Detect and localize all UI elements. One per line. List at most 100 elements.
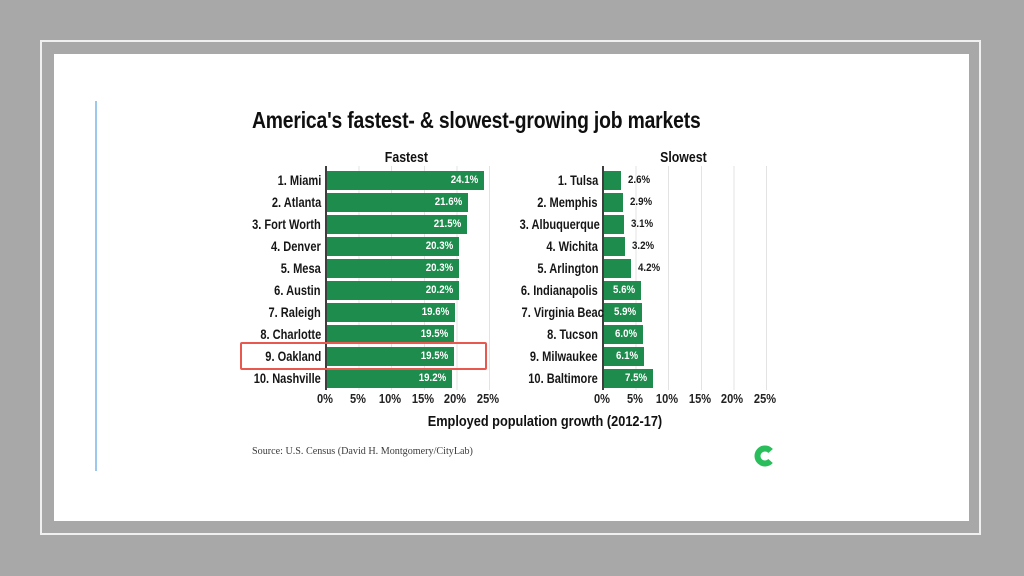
bar-row: 1. Tulsa 2.6% <box>502 170 765 192</box>
value-label: 21.6% <box>434 196 462 208</box>
fastest-x-axis-ticks: 0% 5% 10% 15% 20% 25% <box>317 390 499 408</box>
category-label: 10. Nashville <box>253 371 321 386</box>
value-label: 19.5% <box>420 328 448 340</box>
bar-row: 9. Milwaukee 6.1% <box>502 346 765 368</box>
value-label: 20.3% <box>425 240 453 252</box>
bar <box>604 237 625 256</box>
bar-track: 24.1% <box>325 170 488 192</box>
value-label: 5.6% <box>612 284 635 296</box>
bar-track: 20.3% <box>325 236 488 258</box>
bar: 5.6% <box>604 281 641 300</box>
x-axis-tick-label: 0% <box>594 391 610 406</box>
category-label: 5. Mesa <box>280 261 321 276</box>
bar-row: 10. Baltimore 7.5% <box>502 368 765 390</box>
value-label: 19.2% <box>418 372 446 384</box>
slide-frame-outline <box>40 40 981 535</box>
bar: 19.2% <box>327 369 452 388</box>
panel-header-slowest: Slowest <box>660 150 707 166</box>
value-label: 7.5% <box>624 372 647 384</box>
bar-track: 19.5% <box>325 324 488 346</box>
bar-row: 1. Miami 24.1% <box>237 170 488 192</box>
bar-row: 7. Raleigh 19.6% <box>237 302 488 324</box>
bar-row: 2. Atlanta 21.6% <box>237 192 488 214</box>
bar-row: 4. Wichita 3.2% <box>502 236 765 258</box>
value-label: 24.1% <box>450 174 478 186</box>
x-axis-tick-label: 5% <box>626 391 643 406</box>
category-label: 1. Tulsa <box>557 173 598 188</box>
bar-track: 6.0% <box>602 324 765 346</box>
bar-row: 8. Charlotte 19.5% <box>237 324 488 346</box>
category-label: 7. Raleigh <box>268 305 321 320</box>
value-label: 3.2% <box>632 240 655 252</box>
bar-track: 3.1% <box>602 214 765 236</box>
bar: 20.3% <box>327 237 459 256</box>
bar-row: 4. Denver 20.3% <box>237 236 488 258</box>
x-axis-tick-label: 15% <box>411 391 434 406</box>
bar-track: 4.2% <box>602 258 765 280</box>
x-axis-title: Employed population growth (2012-17) <box>427 413 663 430</box>
bar-track: 20.3% <box>325 258 488 280</box>
bar-track: 19.5% <box>325 346 488 368</box>
x-axis-tick-label: 0% <box>317 391 333 406</box>
category-label: 8. Charlotte <box>260 327 321 342</box>
value-label: 2.6% <box>628 174 651 186</box>
value-label: 2.9% <box>630 196 653 208</box>
category-label: 9. Oakland <box>265 349 321 364</box>
bar: 19.5% <box>327 325 454 344</box>
bar-row: 3. Fort Worth 21.5% <box>237 214 488 236</box>
bar-track: 3.2% <box>602 236 765 258</box>
bar <box>604 215 624 234</box>
value-label: 19.5% <box>420 350 448 362</box>
slide: America's fastest- & slowest-growing job… <box>54 54 969 521</box>
category-label: 9. Milwaukee <box>530 349 598 364</box>
x-axis-tick-label: 10% <box>379 391 402 406</box>
x-axis-tick-label: 20% <box>721 391 744 406</box>
bar-row: 10. Nashville 19.2% <box>237 368 488 390</box>
category-label: 3. Albuquerque <box>519 217 600 232</box>
category-label: 6. Indianapolis <box>521 283 598 298</box>
bar-row: 5. Arlington 4.2% <box>502 258 765 280</box>
bar-track: 2.6% <box>602 170 765 192</box>
category-label: 8. Tucson <box>547 327 598 342</box>
bar-track: 21.5% <box>325 214 488 236</box>
x-axis-tick-label: 25% <box>476 391 500 406</box>
x-axis-tick-label: 20% <box>444 391 467 406</box>
bar-track: 6.1% <box>602 346 765 368</box>
bar-row: 8. Tucson 6.0% <box>502 324 765 346</box>
bar-row: 7. Virginia Beach 5.9% <box>502 302 765 324</box>
highlight-box-oakland <box>240 342 487 370</box>
category-label: 4. Denver <box>271 239 321 254</box>
value-label: 4.2% <box>638 262 661 274</box>
chart-title-text: America's fastest- & slowest-growing job… <box>252 107 701 133</box>
slowest-bar-rows: 1. Tulsa 2.6% 2. Memphis 2.9% 3. Albuquerque… <box>502 170 765 390</box>
category-label: 4. Wichita <box>546 239 598 254</box>
value-label: 6.0% <box>614 328 637 340</box>
x-axis-tick-label: 25% <box>753 391 777 406</box>
bar: 5.9% <box>604 303 642 322</box>
category-label: 2. Memphis <box>537 195 598 210</box>
bar-row: 3. Albuquerque 3.1% <box>502 214 765 236</box>
citylab-logo-icon <box>754 445 776 467</box>
bar-row: 9. Oakland 19.5% <box>237 346 488 368</box>
bar-track: 21.6% <box>325 192 488 214</box>
bar-track: 2.9% <box>602 192 765 214</box>
value-label: 21.5% <box>433 218 461 230</box>
panel-header-fastest: Fastest <box>384 150 429 166</box>
bar <box>604 193 623 212</box>
bar-track: 20.2% <box>325 280 488 302</box>
bar-row: 5. Mesa 20.3% <box>237 258 488 280</box>
slowest-x-axis-ticks: 0% 5% 10% 15% 20% 25% <box>594 390 776 408</box>
x-axis-tick-label: 15% <box>688 391 711 406</box>
bar-track: 19.2% <box>325 368 488 390</box>
value-label: 5.9% <box>613 306 636 318</box>
source-credit: Source: U.S. Census (David H. Montgomery… <box>252 445 473 457</box>
bar: 20.3% <box>327 259 459 278</box>
category-label: 3. Fort Worth <box>252 217 321 232</box>
bar: 19.6% <box>327 303 455 322</box>
value-label: 3.1% <box>631 218 654 230</box>
bar-row: 2. Memphis 2.9% <box>502 192 765 214</box>
x-axis-tick-label: 10% <box>656 391 679 406</box>
bar <box>604 171 621 190</box>
bar-track: 7.5% <box>602 368 765 390</box>
bar-row: 6. Austin 20.2% <box>237 280 488 302</box>
